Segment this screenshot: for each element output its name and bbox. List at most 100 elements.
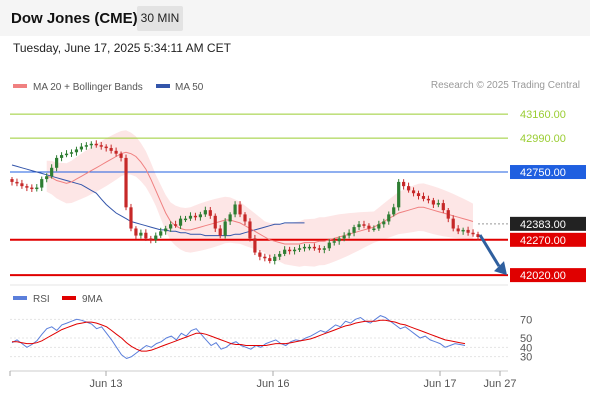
candle-body bbox=[451, 218, 455, 229]
level-label-current: 42383.00 bbox=[520, 219, 566, 231]
candle-body bbox=[456, 228, 460, 232]
legend-ma50-swatch bbox=[156, 84, 170, 88]
candle-body bbox=[357, 224, 361, 228]
candle-body bbox=[253, 238, 257, 253]
candle-body bbox=[471, 232, 475, 235]
candle-body bbox=[50, 167, 54, 177]
candle-body bbox=[59, 155, 64, 158]
candle-body bbox=[402, 181, 406, 187]
candle-body bbox=[25, 186, 29, 188]
ma20-line bbox=[46, 151, 474, 245]
candle-body bbox=[347, 232, 351, 236]
x-axis-tick-label: Jun 17 bbox=[423, 378, 456, 390]
candle-body bbox=[69, 152, 74, 154]
candle-body bbox=[446, 210, 450, 219]
candle-body bbox=[109, 148, 113, 151]
level-tag-pivot bbox=[510, 165, 586, 180]
candle-body bbox=[79, 146, 84, 150]
candle-body bbox=[377, 224, 381, 229]
forecast-arrowhead bbox=[494, 261, 507, 276]
candle-body bbox=[55, 157, 59, 168]
candle-body bbox=[228, 214, 232, 222]
candle-body bbox=[183, 218, 188, 221]
level-tag-current bbox=[510, 216, 586, 231]
copyright-label: Research © 2025 Trading Central bbox=[430, 80, 580, 91]
candle-body bbox=[283, 249, 287, 254]
level-label-resistance: 43160.00 bbox=[520, 109, 566, 121]
x-axis-tick-label: Jun 13 bbox=[89, 378, 122, 390]
candle-body bbox=[20, 183, 24, 187]
candle-body bbox=[307, 246, 312, 249]
candle-body bbox=[466, 229, 470, 233]
candle-body bbox=[248, 221, 252, 239]
candle-body bbox=[297, 248, 302, 250]
candle-body bbox=[273, 256, 277, 261]
candle-body bbox=[30, 187, 34, 190]
candle-body bbox=[193, 215, 198, 218]
candle-body bbox=[104, 146, 108, 149]
candle-body bbox=[387, 214, 391, 222]
candle-body bbox=[84, 145, 88, 147]
candle-body bbox=[392, 207, 396, 215]
instrument-title: Dow Jones (CME) bbox=[11, 10, 138, 27]
level-label-resistance: 42990.00 bbox=[520, 133, 566, 145]
x-axis-tick-label: Jun 27 bbox=[483, 378, 516, 390]
candle-body bbox=[352, 227, 356, 233]
candle-body bbox=[258, 252, 262, 257]
legend-rsi-ma-swatch bbox=[62, 296, 76, 300]
candle-body bbox=[367, 225, 371, 229]
candle-body bbox=[114, 150, 118, 154]
candle-body bbox=[288, 249, 292, 252]
candle-body bbox=[134, 228, 138, 236]
candle-body bbox=[292, 249, 297, 252]
candle-body bbox=[74, 149, 79, 153]
candle-body bbox=[342, 235, 346, 239]
candle-body bbox=[322, 248, 326, 250]
candle-body bbox=[203, 210, 207, 215]
candle-body bbox=[144, 232, 148, 239]
candle-body bbox=[426, 198, 431, 201]
candle-body bbox=[268, 258, 272, 261]
candle-body bbox=[441, 203, 445, 211]
rsi-y-tick: 40 bbox=[520, 342, 532, 354]
candle-body bbox=[243, 214, 247, 222]
candle-body bbox=[119, 153, 123, 158]
rsi-y-tick: 50 bbox=[520, 333, 532, 345]
candle-body bbox=[139, 232, 143, 236]
candle-body bbox=[15, 181, 19, 184]
candle-body bbox=[406, 186, 411, 191]
level-label-support: 42270.00 bbox=[520, 235, 566, 247]
legend-rsi-label: RSI bbox=[33, 294, 50, 305]
candle-body bbox=[416, 193, 421, 197]
candle-body bbox=[278, 253, 282, 257]
level-tag-support bbox=[510, 232, 586, 247]
candle-body bbox=[149, 238, 153, 240]
candle-body bbox=[124, 157, 128, 208]
interval-button[interactable]: 30 MIN bbox=[137, 6, 183, 31]
x-axis-tick-label: Jun 16 bbox=[256, 378, 289, 390]
candle-body bbox=[382, 221, 386, 225]
bollinger-band-area bbox=[46, 130, 473, 267]
legend-ma20-label: MA 20 + Bollinger Bands bbox=[33, 82, 143, 93]
rsi-line bbox=[11, 315, 466, 360]
datetime-label: Tuesday, June 17, 2025 5:34:11 AM CET bbox=[13, 41, 231, 55]
candle-body bbox=[10, 179, 14, 182]
ma50-line bbox=[11, 164, 305, 237]
candle-body bbox=[40, 179, 44, 188]
rsi-y-tick: 70 bbox=[520, 314, 532, 326]
candle-body bbox=[94, 143, 98, 146]
candle-body bbox=[169, 224, 173, 229]
candle-body bbox=[372, 228, 376, 231]
legend-rsi-swatch bbox=[13, 296, 27, 300]
candle-body bbox=[164, 228, 168, 232]
candle-body bbox=[461, 229, 465, 232]
candle-body bbox=[233, 204, 237, 215]
candle-body bbox=[213, 215, 217, 229]
candle-body bbox=[312, 246, 317, 249]
candle-body bbox=[362, 224, 366, 226]
level-label-support: 42020.00 bbox=[520, 270, 566, 282]
candle-body bbox=[99, 145, 103, 147]
legend-ma50-label: MA 50 bbox=[175, 82, 204, 93]
candle-body bbox=[238, 204, 242, 215]
